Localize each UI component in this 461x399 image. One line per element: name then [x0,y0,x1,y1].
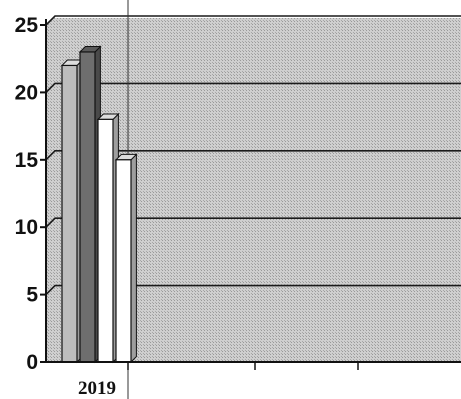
plot-side-wall [46,16,55,362]
y-tick-label-0: 0 [26,351,38,374]
bar-1 [61,64,78,363]
gridline-15 [45,150,461,161]
gridline-25 [45,15,461,26]
gridline-5 [45,284,461,296]
bar-series-4 [114,153,138,364]
bar-series-2 [78,45,102,364]
plot-floor [46,353,461,362]
y-tick-label-15: 15 [15,149,39,172]
gridline-20 [45,82,461,93]
y-tick-label-10: 10 [15,216,38,239]
x-category-label-2019: 2019 [78,378,116,399]
bar-side-4 [130,153,137,364]
y-tick-label-20: 20 [15,81,38,104]
bar-3 [97,118,114,363]
bar-4 [115,159,132,363]
bar-2 [79,51,96,363]
bar-series-1 [60,58,84,364]
y-tick-label-5: 5 [26,284,38,307]
gridline-10 [45,217,461,228]
y-tick-label-25: 25 [15,14,39,37]
bar-series-3 [96,112,120,364]
